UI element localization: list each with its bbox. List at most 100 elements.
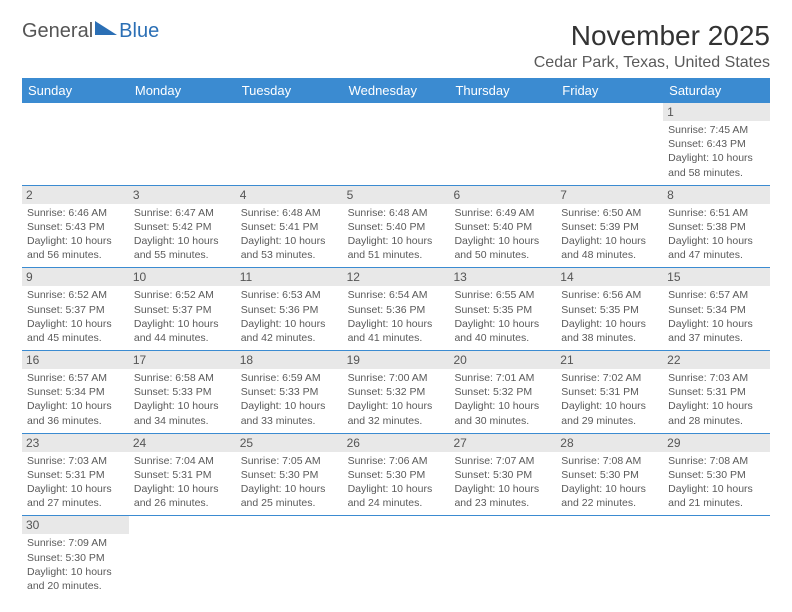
day-number: 10 [129, 268, 236, 286]
day-info: Sunrise: 6:55 AMSunset: 5:35 PMDaylight:… [454, 288, 551, 345]
day-number: 9 [22, 268, 129, 286]
day-number: 17 [129, 351, 236, 369]
day-cell: 23 Sunrise: 7:03 AMSunset: 5:31 PMDayligh… [22, 434, 129, 516]
day-info: Sunrise: 7:07 AMSunset: 5:30 PMDaylight:… [454, 454, 551, 511]
day-number: 18 [236, 351, 343, 369]
empty-cell [129, 103, 236, 185]
day-number: 26 [343, 434, 450, 452]
day-cell: 22Sunrise: 7:03 AMSunset: 5:31 PMDayligh… [663, 351, 770, 433]
day-number: 30 [22, 516, 129, 534]
day-info: Sunrise: 6:59 AMSunset: 5:33 PMDaylight:… [241, 371, 338, 428]
day-info: Sunrise: 7:09 AMSunset: 5:30 PMDaylight:… [27, 536, 124, 593]
title-block: November 2025 Cedar Park, Texas, United … [534, 20, 770, 72]
day-cell: 6 Sunrise: 6:49 AMSunset: 5:40 PMDaylight… [449, 186, 556, 268]
day-info: Sunrise: 6:52 AMSunset: 5:37 PMDaylight:… [27, 288, 124, 345]
day-cell: 13Sunrise: 6:55 AMSunset: 5:35 PMDayligh… [449, 268, 556, 350]
day-number: 8 [663, 186, 770, 204]
empty-cell [556, 516, 663, 598]
day-info: Sunrise: 7:05 AMSunset: 5:30 PMDaylight:… [241, 454, 338, 511]
day-cell: 26 Sunrise: 7:06 AMSunset: 5:30 PMDayligh… [343, 434, 450, 516]
day-cell: 12Sunrise: 6:54 AMSunset: 5:36 PMDayligh… [343, 268, 450, 350]
day-number: 11 [236, 268, 343, 286]
day-info: Sunrise: 6:50 AMSunset: 5:39 PMDaylight:… [561, 206, 658, 263]
empty-cell [449, 516, 556, 598]
location: Cedar Park, Texas, United States [534, 54, 770, 72]
day-cell: 25 Sunrise: 7:05 AMSunset: 5:30 PMDayligh… [236, 434, 343, 516]
day-info: Sunrise: 7:08 AMSunset: 5:30 PMDaylight:… [561, 454, 658, 511]
day-number: 19 [343, 351, 450, 369]
day-number: 2 [22, 186, 129, 204]
calendar: Sunday Monday Tuesday Wednesday Thursday… [22, 78, 770, 598]
day-cell: 11 Sunrise: 6:53 AMSunset: 5:36 PMDayligh… [236, 268, 343, 350]
week-row: 2Sunrise: 6:46 AMSunset: 5:43 PMDaylight… [22, 186, 770, 269]
weekday-thursday: Thursday [449, 78, 556, 103]
day-cell: 21 Sunrise: 7:02 AMSunset: 5:31 PMDayligh… [556, 351, 663, 433]
day-info: Sunrise: 7:03 AMSunset: 5:31 PMDaylight:… [27, 454, 124, 511]
day-cell: 5Sunrise: 6:48 AMSunset: 5:40 PMDaylight… [343, 186, 450, 268]
logo: General Blue [22, 20, 159, 43]
weekday-wednesday: Wednesday [343, 78, 450, 103]
day-info: Sunrise: 6:47 AMSunset: 5:42 PMDaylight:… [134, 206, 231, 263]
day-cell: 1 Sunrise: 7:45 AMSunset: 6:43 PMDaylight… [663, 103, 770, 185]
day-info: Sunrise: 7:08 AMSunset: 5:30 PMDaylight:… [668, 454, 765, 511]
day-cell: 15Sunrise: 6:57 AMSunset: 5:34 PMDayligh… [663, 268, 770, 350]
day-cell: 14Sunrise: 6:56 AMSunset: 5:35 PMDayligh… [556, 268, 663, 350]
week-row: 1 Sunrise: 7:45 AMSunset: 6:43 PMDaylight… [22, 103, 770, 186]
empty-cell [343, 103, 450, 185]
weekday-friday: Friday [556, 78, 663, 103]
empty-cell [343, 516, 450, 598]
day-number: 21 [556, 351, 663, 369]
day-cell: 29 Sunrise: 7:08 AMSunset: 5:30 PMDayligh… [663, 434, 770, 516]
month-title: November 2025 [534, 20, 770, 52]
day-number: 12 [343, 268, 450, 286]
day-cell: 18 Sunrise: 6:59 AMSunset: 5:33 PMDayligh… [236, 351, 343, 433]
logo-text-general: General [22, 20, 93, 43]
week-row: 16 Sunrise: 6:57 AMSunset: 5:34 PMDayligh… [22, 351, 770, 434]
empty-cell [449, 103, 556, 185]
day-info: Sunrise: 7:02 AMSunset: 5:31 PMDaylight:… [561, 371, 658, 428]
sail-icon [95, 21, 117, 35]
day-number: 7 [556, 186, 663, 204]
empty-cell [22, 103, 129, 185]
day-number: 28 [556, 434, 663, 452]
day-cell: 16 Sunrise: 6:57 AMSunset: 5:34 PMDayligh… [22, 351, 129, 433]
day-info: Sunrise: 6:57 AMSunset: 5:34 PMDaylight:… [668, 288, 765, 345]
day-info: Sunrise: 6:56 AMSunset: 5:35 PMDaylight:… [561, 288, 658, 345]
weekday-sunday: Sunday [22, 78, 129, 103]
day-info: Sunrise: 6:53 AMSunset: 5:36 PMDaylight:… [241, 288, 338, 345]
day-info: Sunrise: 7:06 AMSunset: 5:30 PMDaylight:… [348, 454, 445, 511]
day-info: Sunrise: 6:51 AMSunset: 5:38 PMDaylight:… [668, 206, 765, 263]
day-number: 3 [129, 186, 236, 204]
empty-cell [556, 103, 663, 185]
day-number: 23 [22, 434, 129, 452]
day-cell: 17 Sunrise: 6:58 AMSunset: 5:33 PMDayligh… [129, 351, 236, 433]
day-info: Sunrise: 6:52 AMSunset: 5:37 PMDaylight:… [134, 288, 231, 345]
day-number: 6 [449, 186, 556, 204]
empty-cell [663, 516, 770, 598]
day-info: Sunrise: 6:58 AMSunset: 5:33 PMDaylight:… [134, 371, 231, 428]
weekday-tuesday: Tuesday [236, 78, 343, 103]
day-number: 16 [22, 351, 129, 369]
day-info: Sunrise: 6:57 AMSunset: 5:34 PMDaylight:… [27, 371, 124, 428]
day-number: 20 [449, 351, 556, 369]
day-cell: 8 Sunrise: 6:51 AMSunset: 5:38 PMDaylight… [663, 186, 770, 268]
week-row: 23 Sunrise: 7:03 AMSunset: 5:31 PMDayligh… [22, 434, 770, 517]
day-cell: 30 Sunrise: 7:09 AMSunset: 5:30 PMDayligh… [22, 516, 129, 598]
day-info: Sunrise: 7:00 AMSunset: 5:32 PMDaylight:… [348, 371, 445, 428]
day-number: 29 [663, 434, 770, 452]
empty-cell [236, 516, 343, 598]
day-number: 5 [343, 186, 450, 204]
day-number: 22 [663, 351, 770, 369]
day-info: Sunrise: 7:01 AMSunset: 5:32 PMDaylight:… [454, 371, 551, 428]
day-cell: 28 Sunrise: 7:08 AMSunset: 5:30 PMDayligh… [556, 434, 663, 516]
day-info: Sunrise: 6:48 AMSunset: 5:41 PMDaylight:… [241, 206, 338, 263]
weekday-saturday: Saturday [663, 78, 770, 103]
day-number: 25 [236, 434, 343, 452]
day-number: 1 [663, 103, 770, 121]
day-info: Sunrise: 7:45 AMSunset: 6:43 PMDaylight:… [668, 123, 765, 180]
weekday-monday: Monday [129, 78, 236, 103]
day-info: Sunrise: 6:49 AMSunset: 5:40 PMDaylight:… [454, 206, 551, 263]
day-cell: 10 Sunrise: 6:52 AMSunset: 5:37 PMDayligh… [129, 268, 236, 350]
day-cell: 27Sunrise: 7:07 AMSunset: 5:30 PMDayligh… [449, 434, 556, 516]
day-number: 4 [236, 186, 343, 204]
